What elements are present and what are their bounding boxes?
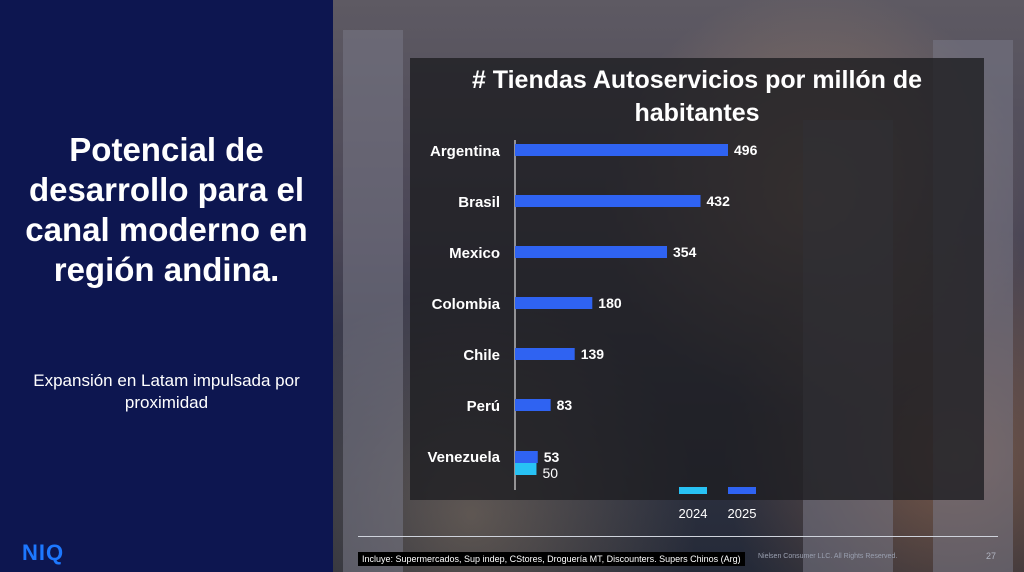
- data-label-2024: 50: [542, 465, 558, 481]
- data-label-2025: 139: [581, 346, 605, 362]
- legend-label-2024: 2024: [679, 506, 708, 521]
- legend-swatch-2025: [728, 487, 756, 494]
- bar-2025: [515, 144, 728, 156]
- copyright-text: Nielsen Consumer LLC. All Rights Reserve…: [758, 553, 898, 560]
- category-label: Mexico: [449, 245, 500, 262]
- page-number: 27: [986, 551, 997, 561]
- data-label-2025: 53: [544, 449, 560, 465]
- category-label: Venezuela: [427, 449, 500, 466]
- footer-divider: [358, 536, 998, 537]
- data-label-2025: 432: [707, 193, 731, 209]
- bar-2025: [515, 348, 575, 360]
- footnote: Incluye: Supermercados, Sup indep, CStor…: [358, 552, 745, 566]
- data-label-2025: 496: [734, 142, 758, 158]
- category-label: Brasil: [458, 194, 500, 211]
- slide-subtitle: Expansión en Latam impulsada por proximi…: [33, 371, 300, 412]
- data-label-2025: 354: [673, 244, 697, 260]
- category-label: Perú: [467, 398, 500, 415]
- left-panel: [0, 0, 333, 572]
- data-label-2025: 83: [557, 397, 573, 413]
- legend-swatch-2024: [679, 487, 707, 494]
- building-shape: [343, 30, 403, 572]
- slide-title: Potencial de desarrollo para el canal mo…: [25, 131, 308, 288]
- chart-panel: [410, 58, 984, 500]
- category-label: Colombia: [432, 296, 501, 313]
- bar-2025: [515, 195, 701, 207]
- bar-2025: [515, 246, 668, 258]
- bar-2024: [515, 463, 537, 475]
- chart-title: # Tiendas Autoservicios por millón de ha…: [471, 66, 923, 127]
- bar-2025: [515, 399, 551, 411]
- category-label: Chile: [463, 347, 500, 364]
- bar-2025: [515, 451, 538, 463]
- niq-logo: NIQ: [22, 540, 65, 565]
- bar-2025: [515, 297, 593, 309]
- legend-label-2025: 2025: [728, 506, 757, 521]
- category-label: Argentina: [430, 143, 501, 160]
- data-label-2025: 180: [598, 295, 622, 311]
